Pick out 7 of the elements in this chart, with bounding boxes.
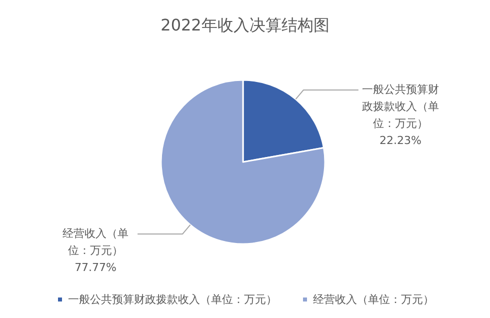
chart-title: 2022年收入决算结构图 xyxy=(160,16,330,34)
legend-label: 一般公共预算财政拨款收入（单位：万元） xyxy=(68,293,277,306)
legend-label: 经营收入（单位：万元） xyxy=(313,293,434,306)
slice-label: 经营收入（单位：万元） xyxy=(62,226,130,259)
slice-label: 一般公共预算财政拨款收入（单位：万元） xyxy=(360,82,440,132)
data-label: 77.77% xyxy=(74,260,118,276)
data-label: 22.23% xyxy=(378,133,422,149)
